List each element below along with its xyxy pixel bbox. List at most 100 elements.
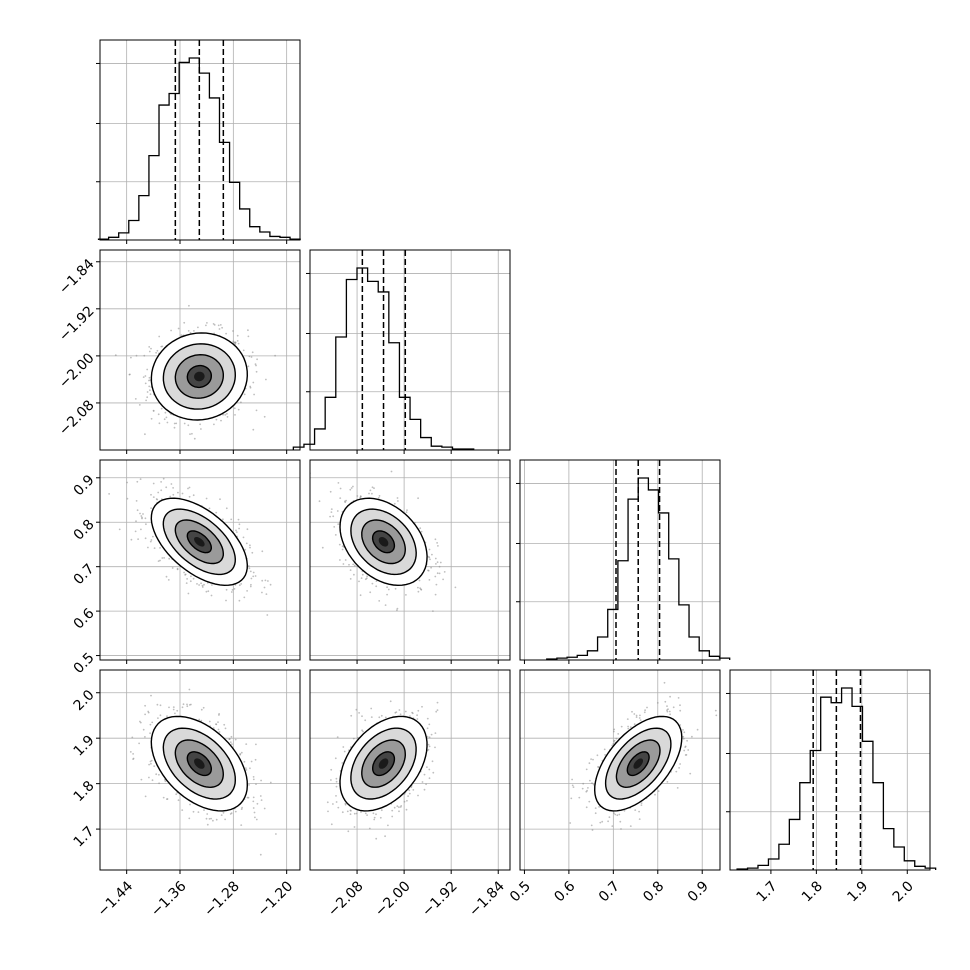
sample-point — [370, 707, 373, 710]
sample-point — [666, 705, 668, 707]
sample-point — [245, 743, 248, 745]
density-content — [310, 470, 457, 612]
sample-point — [159, 714, 162, 717]
contour-line — [186, 364, 212, 389]
sample-point — [150, 539, 153, 541]
sample-point — [150, 347, 152, 350]
sample-point — [434, 538, 437, 541]
sample-point — [158, 335, 161, 338]
sample-point — [255, 370, 258, 373]
sample-point — [332, 803, 334, 805]
sample-point — [432, 610, 434, 612]
sample-point — [206, 813, 209, 815]
sample-point — [613, 740, 615, 742]
sample-point — [412, 789, 415, 791]
sample-point — [337, 482, 340, 484]
sample-point — [149, 540, 152, 543]
sample-point — [410, 786, 413, 789]
sample-point — [184, 573, 187, 576]
sample-point — [229, 741, 232, 744]
sample-point — [252, 381, 255, 384]
sample-point — [334, 534, 337, 536]
sample-point — [335, 795, 337, 797]
sample-point — [613, 812, 615, 814]
sample-point — [255, 818, 258, 821]
sample-point — [259, 853, 262, 856]
sample-point — [409, 715, 411, 717]
sample-point — [197, 811, 200, 813]
density-content — [129, 688, 277, 856]
sample-point — [147, 710, 150, 713]
x-tick-label: 2.0 — [890, 878, 917, 905]
sample-point — [696, 728, 699, 731]
sample-point — [206, 823, 209, 826]
sample-point — [153, 765, 156, 767]
sample-point — [437, 545, 439, 547]
panel-frame — [309, 249, 511, 451]
sample-point — [240, 583, 243, 585]
sample-point — [208, 818, 211, 820]
sample-point — [361, 573, 364, 576]
sample-point — [159, 547, 161, 549]
sample-point — [434, 732, 437, 734]
sample-point — [436, 542, 438, 544]
sample-point — [202, 706, 205, 709]
sample-point — [152, 535, 154, 538]
sample-point — [417, 794, 419, 797]
sample-point — [380, 809, 383, 812]
sample-point — [274, 354, 276, 357]
sample-point — [406, 799, 408, 802]
sample-point — [146, 391, 149, 393]
sample-point — [406, 509, 408, 511]
sample-point — [181, 492, 184, 495]
contour-line — [339, 497, 428, 587]
sample-point — [336, 510, 339, 512]
sample-point — [249, 546, 251, 549]
sample-point — [201, 586, 204, 588]
sample-point — [193, 330, 195, 332]
sample-point — [203, 583, 205, 586]
density-fill — [378, 758, 389, 769]
density-panel-p1-p2 — [309, 459, 511, 661]
sample-point — [118, 528, 121, 531]
sample-point — [269, 781, 272, 784]
contour-line — [150, 332, 249, 421]
sample-point — [263, 415, 266, 418]
sample-point — [245, 767, 247, 769]
sample-point — [263, 807, 266, 810]
sample-point — [187, 424, 190, 427]
sample-point — [108, 493, 110, 495]
sample-point — [434, 593, 437, 596]
sample-point — [130, 538, 133, 541]
sample-point — [265, 378, 267, 381]
y-tick-label: 0.9 — [71, 472, 98, 499]
sample-point — [188, 817, 191, 820]
sample-point — [235, 529, 237, 532]
sample-point — [180, 334, 183, 337]
sample-point — [418, 579, 421, 582]
y-tick-label: −2.08 — [56, 397, 98, 439]
sample-point — [220, 419, 222, 422]
sample-point — [329, 490, 332, 493]
sample-point — [138, 742, 141, 745]
sample-point — [394, 587, 397, 590]
sample-point — [254, 758, 257, 761]
sample-point — [252, 575, 255, 578]
sample-point — [436, 701, 439, 704]
sample-point — [136, 480, 139, 483]
sample-point — [148, 385, 151, 388]
sample-point — [255, 743, 257, 746]
sample-point — [260, 779, 262, 782]
sample-point — [160, 481, 163, 483]
sample-point — [162, 477, 165, 480]
sample-point — [336, 736, 339, 738]
sample-point — [416, 714, 418, 717]
sample-point — [373, 818, 376, 821]
x-tick-label: 1.9 — [844, 878, 871, 905]
sample-point — [349, 809, 352, 812]
sample-point — [205, 817, 208, 820]
contour-line — [361, 739, 407, 788]
sample-point — [140, 528, 142, 531]
density-content — [114, 304, 276, 440]
